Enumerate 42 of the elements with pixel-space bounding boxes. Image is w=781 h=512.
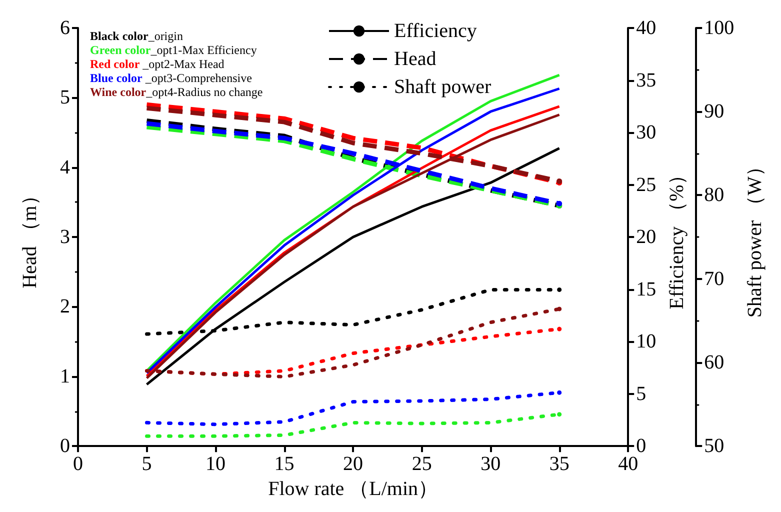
x-tick-label: 40 — [618, 453, 638, 476]
x-axis-title: Flow rate （L/min） — [268, 478, 438, 500]
x-tick-label: 25 — [412, 453, 432, 476]
y2-tick-label: 15 — [636, 278, 656, 300]
y2-tick-label: 30 — [636, 122, 656, 144]
x-tick-label: 20 — [343, 453, 364, 476]
x-tick-label: 30 — [480, 453, 501, 476]
annotation: Wine color_opt4-Radius no change — [90, 85, 263, 99]
y2-tick-label: 10 — [636, 330, 656, 353]
y3-tick-label: 90 — [704, 100, 724, 123]
y2-tick-label: 40 — [636, 17, 656, 39]
y-tick-label: 4 — [60, 156, 70, 178]
y-tick-label: 1 — [60, 365, 70, 388]
y-tick-label: 3 — [60, 226, 70, 248]
y2-tick-label: 20 — [636, 226, 656, 248]
y-tick-label: 2 — [60, 296, 70, 318]
legend-label: Efficiency — [394, 20, 477, 42]
annotation: Green color_opt1-Max Efficiency — [90, 43, 257, 57]
y-tick-label: 5 — [60, 86, 70, 109]
legend-label: Shaft power — [394, 76, 492, 98]
y2-tick-label: 25 — [636, 174, 656, 196]
y3-axis-title: Shaft power （W） — [744, 156, 766, 318]
annotation: Blue color _opt3-Comprehensive — [90, 71, 252, 85]
y3-tick-label: 50 — [704, 435, 724, 458]
y-axis-title: Head （m） — [19, 186, 41, 288]
x-tick-label: 5 — [142, 453, 152, 476]
annotation: Red color _opt2-Max Head — [90, 57, 224, 71]
y3-tick-label: 100 — [704, 17, 734, 39]
y3-tick-label: 80 — [704, 184, 724, 206]
x-tick-label: 15 — [274, 453, 294, 476]
x-tick-label: 35 — [549, 453, 570, 476]
y2-tick-label: 5 — [636, 382, 646, 405]
y2-tick-label: 0 — [636, 435, 646, 458]
y-tick-label: 6 — [60, 17, 70, 39]
y-tick-label: 0 — [60, 435, 70, 458]
x-tick-label: 10 — [206, 453, 226, 476]
legend-label: Head — [394, 48, 436, 70]
annotation: Black color_origin — [90, 29, 183, 43]
y3-tick-label: 60 — [704, 351, 724, 374]
y3-tick-label: 70 — [704, 268, 724, 290]
y2-axis-title: Efficiency （%） — [666, 164, 688, 310]
y2-tick-label: 35 — [636, 69, 656, 92]
